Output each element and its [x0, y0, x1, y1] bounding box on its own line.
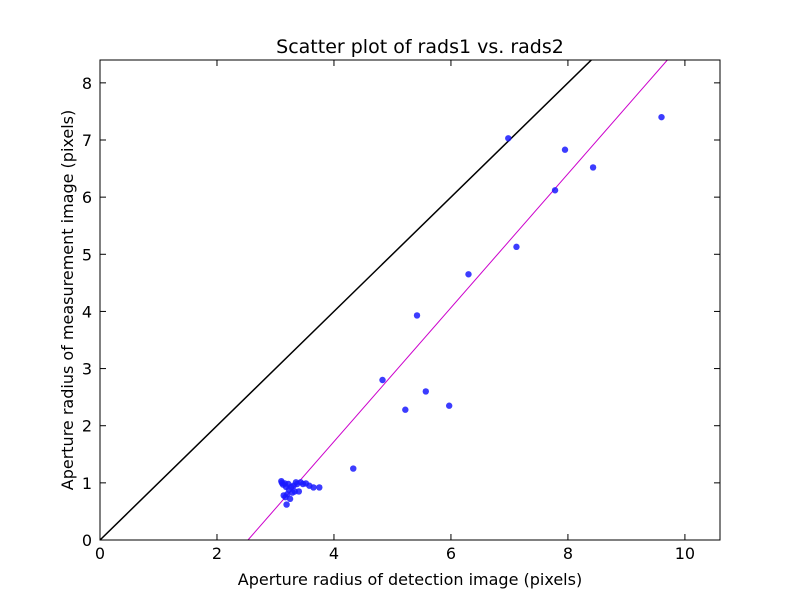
scatter-point [561, 146, 569, 153]
y-tick-label: 0 [82, 531, 92, 550]
scatter-point [513, 243, 520, 251]
y-tick-label: 8 [82, 74, 92, 93]
scatter-point [589, 164, 597, 171]
scatter-point [316, 484, 323, 491]
x-tick-label: 10 [675, 544, 695, 563]
scatter-point [551, 187, 559, 194]
y-tick-label: 1 [82, 474, 92, 493]
plot-frame [99, 59, 721, 541]
scatter-point [379, 376, 386, 384]
scatter-point [658, 113, 665, 121]
scatter-point [278, 477, 285, 485]
scatter-point [280, 492, 287, 499]
x-tick-label: 0 [95, 544, 105, 563]
scatter-point [283, 501, 290, 508]
scatter-point [413, 312, 421, 319]
chart-title: Scatter plot of rads1 vs. rads2 [276, 36, 564, 58]
y-tick-label: 4 [82, 302, 92, 321]
x-tick-label: 6 [446, 544, 456, 563]
axis-ticks: 0 2 4 6 8 10 0 1 2 3 4 5 6 7 8 [82, 60, 720, 563]
scatter-point [402, 406, 409, 413]
plot-area [99, 59, 721, 541]
scatter-point [350, 465, 357, 472]
scatter-point [445, 402, 453, 409]
x-axis-label: Aperture radius of detection image (pixe… [238, 570, 582, 589]
reference-line-fit [247, 60, 668, 540]
reference-line-identity [100, 60, 593, 540]
y-tick-label: 2 [82, 417, 92, 436]
scatter-point [465, 271, 472, 278]
y-tick-label: 5 [82, 245, 92, 264]
y-tick-label: 6 [82, 188, 92, 207]
x-tick-label: 2 [212, 544, 222, 563]
plot-clip-group [100, 60, 668, 540]
scatter-point [505, 135, 512, 142]
y-axis-label: Aperture radius of measurement image (pi… [58, 110, 77, 490]
scatter-point [422, 388, 429, 395]
y-tick-label: 7 [82, 131, 92, 150]
x-tick-label: 4 [329, 544, 339, 563]
y-tick-label: 3 [82, 360, 92, 379]
x-tick-label: 8 [563, 544, 573, 563]
